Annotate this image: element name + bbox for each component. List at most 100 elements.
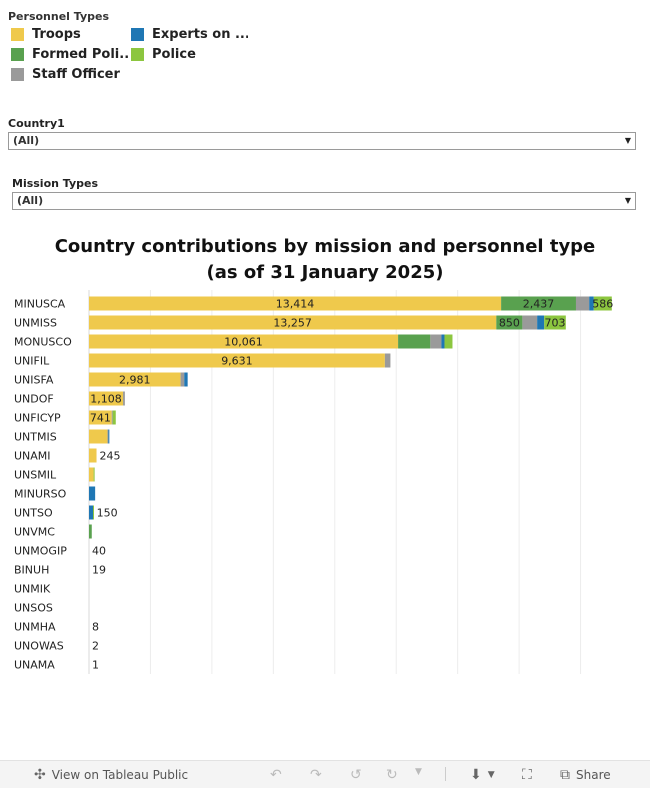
fullscreen-button[interactable]: ⛶	[522, 767, 538, 783]
view-on-tableau-public-link[interactable]: ✣ View on Tableau Public	[34, 767, 188, 783]
bar-segment	[107, 429, 109, 444]
data-label: 9,631	[221, 355, 253, 368]
bar-segment	[398, 334, 431, 349]
revert-icon: ↺	[350, 767, 362, 783]
bar-segment	[180, 372, 185, 387]
download-button[interactable]: ⬇ ▼	[470, 767, 501, 783]
category-label: UNISFA	[14, 374, 54, 387]
undo-button[interactable]: ↶	[270, 767, 288, 783]
fullscreen-icon: ⛶	[522, 767, 532, 783]
legend-item-troops[interactable]: Troops	[8, 27, 128, 42]
category-label: UNAMI	[14, 450, 51, 463]
share-label: Share	[576, 768, 611, 782]
category-label: UNMHA	[14, 621, 56, 634]
category-label: UNIFIL	[14, 355, 50, 368]
category-label: UNMIK	[14, 583, 51, 596]
bar-segment	[184, 372, 188, 387]
bar-segment	[92, 505, 94, 520]
bar-segment	[89, 372, 181, 387]
bar-segment	[89, 410, 112, 425]
toolbar-divider	[445, 767, 446, 781]
bar-segment	[111, 410, 113, 425]
bar-segment	[589, 296, 594, 311]
category-label: MINURSO	[14, 488, 67, 501]
chart-title: Country contributions by mission and per…	[0, 234, 650, 286]
bar-segment	[537, 315, 545, 330]
bar-segment	[89, 448, 97, 463]
mission-types-select[interactable]: (All) ▼	[12, 192, 636, 210]
legend-item-police[interactable]: Police	[128, 47, 248, 62]
total-label: 2	[92, 640, 99, 653]
download-icon: ⬇	[470, 767, 482, 783]
mission-types-select-value: (All)	[17, 194, 44, 207]
data-label: 2,437	[523, 298, 555, 311]
category-label: MINUSCA	[14, 298, 66, 311]
total-label: 1	[92, 659, 99, 672]
category-label: UNSOS	[14, 602, 53, 615]
country-select-value: (All)	[13, 134, 40, 147]
legend-swatch-experts	[131, 28, 144, 41]
bar-segment	[384, 353, 391, 368]
bar-segment	[123, 391, 125, 406]
legend-item-experts[interactable]: Experts on ...	[128, 27, 248, 42]
tableau-toolbar: ✣ View on Tableau Public ↶ ↷ ↺ ↻ ▼ ⬇ ▼ ⛶…	[0, 760, 650, 788]
bar-segment	[89, 429, 108, 444]
legend: Personnel Types Troops Experts on ... Fo…	[8, 10, 268, 82]
refresh-icon: ↻	[386, 767, 398, 783]
pause-dropdown[interactable]: ▼	[415, 767, 428, 777]
chart-title-line2: (as of 31 January 2025)	[206, 262, 444, 283]
bar-segment	[441, 334, 445, 349]
bar-segment	[496, 315, 523, 330]
bar-segment	[593, 296, 612, 311]
bar-segment	[89, 524, 92, 539]
country-select[interactable]: (All) ▼	[8, 132, 636, 150]
data-label: 586	[592, 298, 613, 311]
bar-segment	[89, 334, 399, 349]
legend-label: Troops	[32, 27, 81, 42]
bar-segment	[544, 315, 566, 330]
bar-segment	[93, 467, 95, 482]
mission-types-filter: Mission Types (All) ▼	[12, 177, 636, 210]
legend-label: Formed Poli...	[32, 47, 128, 62]
legend-swatch-police	[131, 48, 144, 61]
category-label: UNFICYP	[14, 412, 61, 425]
total-label: 150	[97, 507, 118, 520]
chevron-down-icon: ▼	[487, 770, 495, 780]
category-label: UNMOGIP	[14, 545, 67, 558]
category-label: UNTSO	[14, 507, 53, 520]
revert-button[interactable]: ↺	[350, 767, 368, 783]
legend-title: Personnel Types	[8, 10, 110, 23]
share-button[interactable]: ⧉ Share	[560, 767, 611, 783]
bar-segment	[108, 429, 110, 444]
total-label: 40	[92, 545, 106, 558]
data-label: 1,108	[90, 393, 122, 406]
country-filter: Country1 (All) ▼	[8, 117, 636, 150]
data-label: 2,981	[119, 374, 151, 387]
bar-segment	[430, 334, 442, 349]
data-label: 10,061	[224, 336, 263, 349]
total-label: 8	[92, 621, 99, 634]
bar-segment	[89, 315, 497, 330]
caret-down-icon: ▼	[624, 196, 631, 205]
bar-segment	[575, 296, 590, 311]
legend-label: Police	[152, 47, 196, 62]
bar-segment	[89, 391, 124, 406]
total-label: 19	[92, 564, 106, 577]
legend-swatch-staff-officer	[11, 68, 24, 81]
bar-segment	[89, 353, 385, 368]
undo-icon: ↶	[270, 767, 282, 783]
bar-segment	[501, 296, 576, 311]
refresh-button[interactable]: ↻	[386, 767, 404, 783]
bar-segment	[522, 315, 538, 330]
legend-item-staff-officer[interactable]: Staff Officer	[8, 67, 128, 82]
category-label: UNTMIS	[14, 431, 57, 444]
category-label: BINUH	[14, 564, 49, 577]
view-on-tableau-label: View on Tableau Public	[51, 768, 189, 782]
data-label: 703	[545, 317, 566, 330]
legend-item-formed-police[interactable]: Formed Poli...	[8, 47, 128, 62]
redo-button[interactable]: ↷	[310, 767, 328, 783]
legend-label: Experts on ...	[152, 27, 248, 42]
mission-types-filter-label: Mission Types	[12, 177, 99, 190]
tableau-logo-icon: ✣	[34, 767, 46, 783]
chevron-down-icon: ▼	[415, 767, 422, 777]
